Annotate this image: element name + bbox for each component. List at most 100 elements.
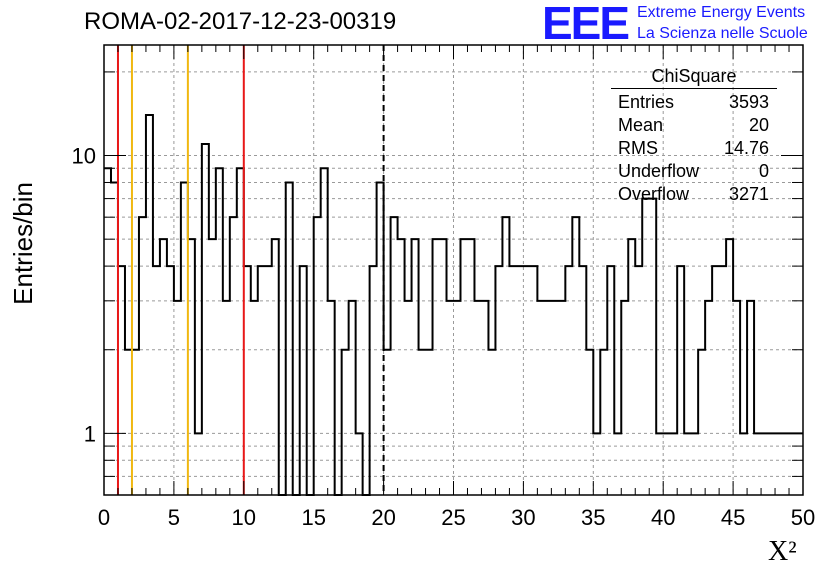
stats-label: RMS bbox=[618, 138, 658, 158]
chart-title: ROMA-02-2017-12-23-00319 bbox=[84, 8, 397, 35]
histogram-bin bbox=[747, 301, 754, 495]
histogram-bin bbox=[202, 144, 209, 495]
histogram-bin bbox=[537, 301, 544, 495]
histogram-bin bbox=[426, 350, 433, 495]
histogram-bin bbox=[384, 350, 391, 495]
histogram-bin bbox=[258, 266, 265, 495]
histogram-bin bbox=[467, 239, 474, 495]
histogram-bin bbox=[209, 239, 216, 495]
histogram-bin bbox=[586, 350, 593, 495]
histogram-bin bbox=[356, 433, 363, 495]
histogram-bin bbox=[195, 433, 202, 495]
x-tick-label: 5 bbox=[168, 505, 180, 530]
histogram-bin bbox=[691, 433, 698, 495]
histogram-bin bbox=[216, 168, 223, 495]
histogram-bin bbox=[558, 301, 565, 495]
histogram-bin bbox=[223, 301, 230, 495]
histogram-series bbox=[104, 113, 803, 496]
histogram-bin bbox=[551, 301, 558, 495]
histogram-bin bbox=[789, 433, 796, 495]
stats-value: 3593 bbox=[728, 92, 769, 112]
stats-value: 3271 bbox=[728, 184, 769, 204]
logo-line-1: Extreme Energy Events bbox=[637, 4, 806, 21]
histogram-bin bbox=[516, 266, 523, 495]
histogram-bin bbox=[481, 301, 488, 495]
histogram-bin bbox=[733, 301, 740, 495]
histogram-bin bbox=[370, 266, 377, 495]
histogram-bin bbox=[621, 301, 628, 495]
histogram-bin bbox=[440, 239, 447, 495]
histogram-bin bbox=[544, 301, 551, 495]
histogram-bin bbox=[614, 433, 621, 495]
stats-value: 20 bbox=[748, 115, 769, 135]
histogram-bin bbox=[160, 239, 167, 495]
stats-row-rms: RMS 14.76 bbox=[611, 137, 777, 160]
histogram-bin bbox=[272, 239, 279, 495]
histogram-bin bbox=[153, 266, 160, 495]
histogram-bin bbox=[125, 350, 132, 495]
histogram-bin bbox=[607, 266, 614, 495]
histogram-bin bbox=[684, 433, 691, 495]
stats-row-overflow: Overflow 3271 bbox=[611, 183, 777, 206]
stats-row-underflow: Underflow 0 bbox=[611, 160, 777, 183]
histogram-bin bbox=[398, 239, 405, 495]
histogram-bin bbox=[796, 433, 803, 495]
histogram-bin bbox=[118, 266, 125, 495]
histogram-bin bbox=[754, 433, 761, 495]
histogram-bin bbox=[719, 266, 726, 495]
x-tick-label: 10 bbox=[232, 505, 256, 530]
y-tick-label: 1 bbox=[84, 421, 96, 446]
histogram-bin bbox=[391, 217, 398, 495]
histogram-bin bbox=[111, 182, 118, 495]
histogram-bin bbox=[488, 350, 495, 495]
stats-label: Underflow bbox=[618, 161, 700, 181]
x-tick-label: 15 bbox=[301, 505, 325, 530]
histogram-bin bbox=[174, 301, 181, 495]
histogram-bin bbox=[251, 301, 258, 495]
stats-box: ChiSquare Entries 3593 Mean 20 RMS 14.76… bbox=[611, 66, 777, 206]
x-tick-label: 0 bbox=[98, 505, 110, 530]
histogram-bin bbox=[495, 266, 502, 495]
histogram-bin bbox=[321, 168, 328, 495]
x-tick-label: 45 bbox=[721, 505, 745, 530]
histogram-bin bbox=[412, 239, 419, 495]
histogram-bin bbox=[698, 350, 705, 495]
x-tick-label: 35 bbox=[581, 505, 605, 530]
histogram-bin bbox=[656, 433, 663, 495]
histogram-bin bbox=[328, 301, 335, 495]
histogram-bin bbox=[377, 182, 384, 495]
histogram-bin bbox=[649, 199, 656, 495]
histogram-bin bbox=[600, 350, 607, 495]
histogram-bin bbox=[181, 182, 188, 495]
histogram-bin bbox=[188, 239, 195, 495]
histogram-bin bbox=[782, 433, 789, 495]
x-tick-label: 40 bbox=[651, 505, 675, 530]
histogram-bin bbox=[167, 266, 174, 495]
histogram-bin bbox=[579, 266, 586, 495]
stats-row-entries: Entries 3593 bbox=[611, 91, 777, 114]
histogram-bin bbox=[502, 217, 509, 495]
stats-label: Mean bbox=[618, 115, 664, 135]
histogram-bin bbox=[265, 266, 272, 495]
histogram-bin bbox=[474, 301, 481, 495]
histogram-bin bbox=[726, 239, 733, 495]
histogram-bin bbox=[349, 301, 356, 495]
x-tick-label: 50 bbox=[791, 505, 815, 530]
histogram-bin bbox=[523, 266, 530, 495]
histogram-bin bbox=[286, 182, 293, 495]
histogram-bin bbox=[677, 266, 684, 495]
histogram-bin bbox=[460, 239, 467, 495]
x-axis-label: X² bbox=[768, 536, 797, 567]
x-tick-label: 20 bbox=[371, 505, 395, 530]
histogram-bin bbox=[663, 433, 670, 495]
histogram-bin bbox=[132, 350, 139, 495]
histogram-bin bbox=[244, 266, 251, 495]
histogram-bin bbox=[628, 239, 635, 495]
histogram-bin bbox=[761, 433, 768, 495]
histogram-bin bbox=[146, 115, 153, 495]
stats-value: 14.76 bbox=[723, 138, 769, 158]
histogram-bin bbox=[139, 217, 146, 495]
histogram-bin bbox=[342, 350, 349, 495]
x-tick-label: 30 bbox=[511, 505, 535, 530]
